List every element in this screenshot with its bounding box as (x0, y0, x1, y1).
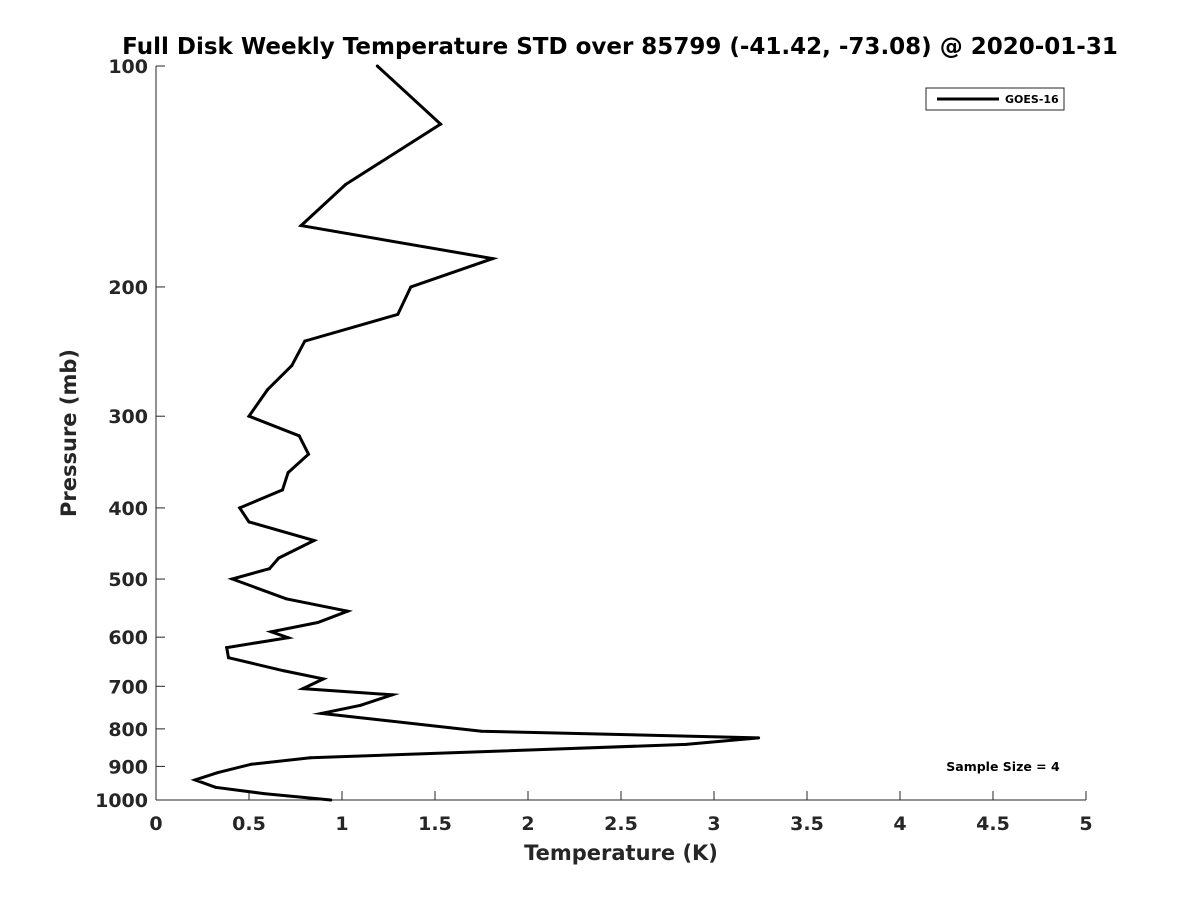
y-tick-label: 200 (108, 277, 148, 299)
data-point (262, 792, 266, 796)
y-tick-label: 400 (108, 498, 148, 520)
data-point (297, 434, 301, 438)
data-point (247, 414, 251, 418)
data-point (277, 556, 281, 560)
data-point (344, 182, 348, 186)
data-point (491, 257, 495, 261)
data-point (439, 122, 443, 126)
data-point (375, 64, 379, 68)
y-tick-label: 1000 (95, 790, 148, 812)
data-point (193, 778, 197, 782)
x-tick-label: 3 (707, 813, 720, 835)
data-point (320, 711, 323, 715)
data-point (282, 669, 286, 673)
data-point (316, 621, 320, 624)
data-point (268, 567, 271, 571)
data-point (346, 609, 350, 613)
data-point (301, 687, 305, 691)
y-tick-label: 800 (108, 719, 148, 741)
legend-label: GOES-16 (1005, 93, 1059, 106)
data-point (230, 577, 234, 581)
series-layer (190, 64, 761, 802)
y-axis-ticks: 100 200 300 400 500 600 700 800 900 1000 (95, 56, 165, 812)
data-point (227, 656, 230, 660)
series-line-goes-16 (190, 64, 759, 802)
y-tick-label: 700 (108, 676, 148, 698)
data-point (286, 636, 290, 640)
data-point (359, 703, 363, 707)
data-point (266, 388, 270, 392)
data-point (299, 224, 303, 228)
sample-size-annotation: Sample Size = 4 (946, 759, 1060, 774)
data-point (329, 798, 333, 802)
data-point (214, 785, 217, 789)
x-tick-label: 2.5 (604, 813, 638, 835)
x-tick-label: 1 (335, 813, 348, 835)
x-tick-label: 4 (893, 813, 906, 835)
y-tick-label: 100 (108, 56, 148, 78)
x-tick-label: 4.5 (976, 813, 1010, 835)
data-point (307, 452, 310, 456)
data-point (284, 597, 288, 601)
legend: GOES-16 (925, 87, 1065, 111)
data-point (238, 506, 242, 510)
data-point (390, 693, 394, 697)
x-axis-ticks: 0 0.5 1 1.5 2 2.5 3 3.5 4 4.5 5 (149, 791, 1093, 835)
data-point (303, 339, 307, 343)
y-tick-label: 600 (108, 627, 148, 649)
data-point (684, 742, 688, 746)
y-tick-label: 500 (108, 569, 148, 591)
chart-title: Full Disk Weekly Temperature STD over 85… (122, 34, 1118, 60)
data-point (409, 285, 413, 289)
data-point (249, 762, 253, 766)
x-tick-label: 2 (521, 813, 534, 835)
data-point (290, 364, 294, 368)
data-point (312, 539, 316, 542)
data-point (757, 736, 761, 740)
y-tick-label: 300 (108, 406, 148, 428)
data-point (225, 646, 229, 650)
data-point (308, 756, 312, 760)
data-point (286, 471, 290, 475)
data-point (480, 729, 483, 733)
x-tick-label: 0.5 (232, 813, 266, 835)
data-point (321, 677, 325, 681)
x-tick-label: 3.5 (790, 813, 824, 835)
x-tick-label: 1.5 (418, 813, 452, 835)
x-axis-label: Temperature (K) (524, 841, 718, 865)
y-tick-label: 900 (108, 756, 148, 778)
x-tick-label: 0 (149, 813, 162, 835)
data-point (396, 312, 400, 316)
data-point (281, 488, 284, 492)
x-tick-label: 5 (1079, 813, 1092, 835)
data-point (247, 520, 251, 524)
data-point (269, 630, 273, 634)
y-axis-label: Pressure (mb) (57, 349, 81, 517)
data-point (215, 771, 219, 775)
